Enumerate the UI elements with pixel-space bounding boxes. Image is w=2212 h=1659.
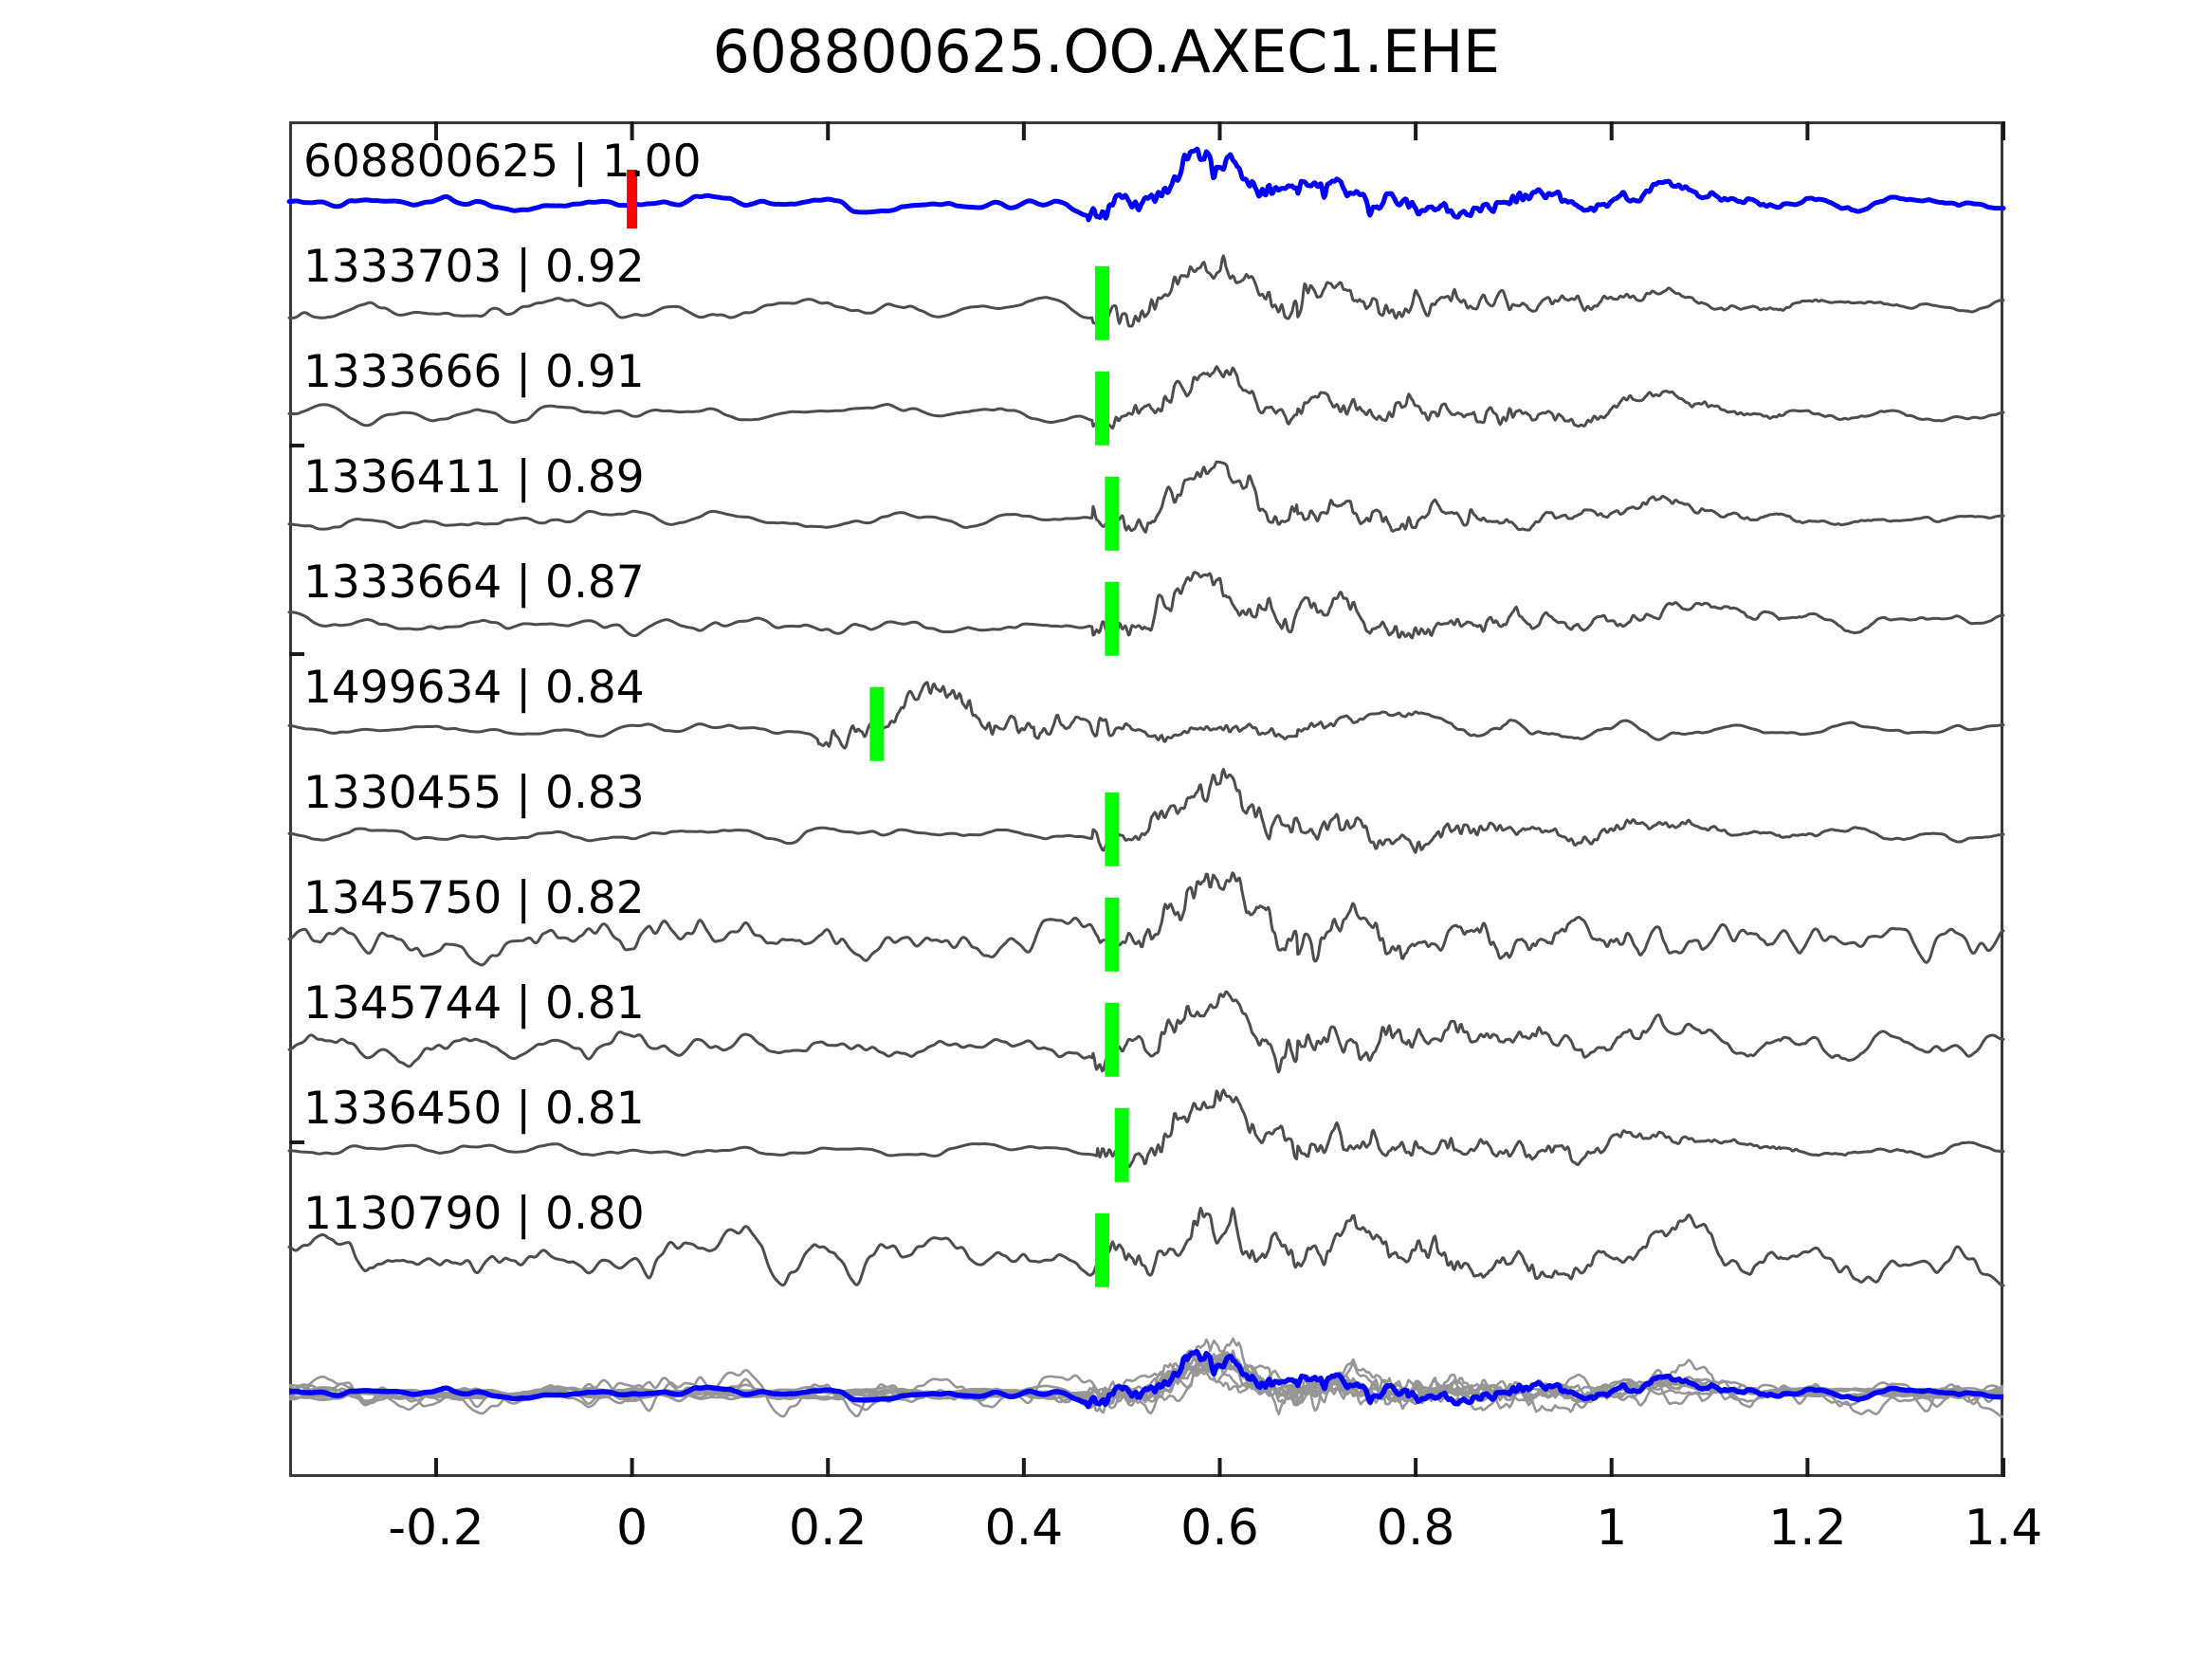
trace-label: 1345744 | 0.81 bbox=[303, 977, 645, 1030]
trace-label: 1499634 | 0.84 bbox=[303, 662, 645, 714]
trace-label: 1333703 | 0.92 bbox=[303, 241, 645, 293]
trace-label: 1333664 | 0.87 bbox=[303, 556, 645, 609]
trace-label: 1336450 | 0.81 bbox=[303, 1083, 645, 1135]
x-tick-label: 1.2 bbox=[1768, 1500, 1847, 1557]
page-title: 608800625.OO.AXEC1.EHE bbox=[712, 17, 1501, 86]
x-tick-label: 0 bbox=[616, 1500, 649, 1557]
trace-label: 1336411 | 0.89 bbox=[303, 451, 645, 503]
trace-label: 1333666 | 0.91 bbox=[303, 346, 645, 398]
trace-label: 1130790 | 0.80 bbox=[303, 1188, 645, 1240]
x-tick-label: 1 bbox=[1596, 1500, 1628, 1557]
x-tick-label: 0.8 bbox=[1376, 1500, 1455, 1557]
x-tick-label: 0.6 bbox=[1180, 1500, 1259, 1557]
trace-label: 608800625 | 1.00 bbox=[303, 136, 702, 188]
x-tick-label: -0.2 bbox=[388, 1500, 484, 1557]
x-tick-label: 0.2 bbox=[788, 1500, 868, 1557]
trace-label: 1345750 | 0.82 bbox=[303, 872, 645, 924]
x-tick-label: 0.4 bbox=[984, 1500, 1064, 1557]
trace-label: 1330455 | 0.83 bbox=[303, 767, 645, 819]
x-tick-label: 1.4 bbox=[1964, 1500, 2043, 1557]
